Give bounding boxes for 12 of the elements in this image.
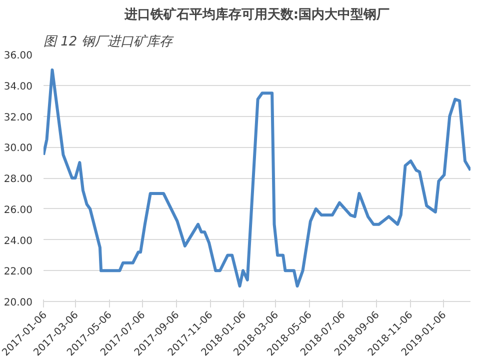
y-tick-label: 28.00 <box>4 174 33 185</box>
y-tick-label: 24.00 <box>4 236 33 247</box>
chart-subtitle: 图 12 钢厂进口矿库存 <box>44 34 174 50</box>
y-tick-label: 22.00 <box>4 266 33 278</box>
chart-title: 进口铁矿石平均库存可用天数:国内大中型钢厂 <box>123 6 390 22</box>
line-series <box>44 68 470 288</box>
y-tick-label: 32.00 <box>4 112 33 124</box>
y-tick-label: 36.00 <box>4 50 33 62</box>
y-tick-label: 20.00 <box>4 298 33 308</box>
y-tick-label: 26.00 <box>4 204 33 216</box>
y-tick-label: 34.00 <box>4 81 33 92</box>
y-tick-label: 30.00 <box>4 143 33 154</box>
